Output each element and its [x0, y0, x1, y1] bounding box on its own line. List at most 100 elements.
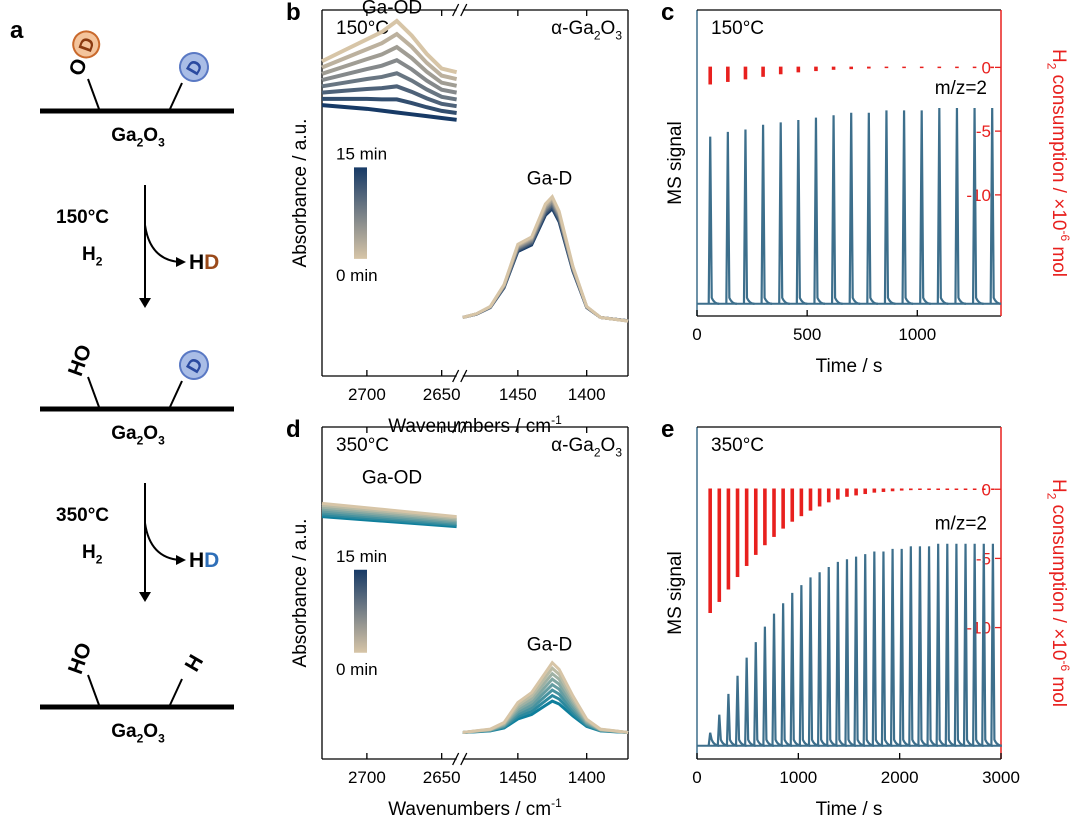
ms-pulse — [725, 131, 737, 305]
right-y-tick-label: -10 — [966, 186, 991, 205]
spectrum-line-ga-od — [321, 71, 457, 102]
h2-consumption-bar — [863, 488, 868, 495]
h2-consumption-bar — [744, 488, 749, 566]
colorbar-bottom-label: 0 min — [336, 660, 378, 679]
left-group: OD — [65, 30, 101, 79]
step-temperature: 350°C — [56, 505, 109, 526]
h2-consumption-bar — [743, 66, 748, 80]
axis-break-mark — [452, 369, 460, 383]
ms-pulse — [848, 112, 861, 305]
x-tick-label: 2650 — [423, 385, 461, 404]
spectrum-line-ga-od — [321, 18, 458, 75]
x-tick-label: 1450 — [499, 385, 537, 404]
left-group: HO — [64, 342, 96, 379]
product-HD: HD — [189, 251, 219, 274]
step-gas-h2: H2 — [82, 542, 103, 566]
h2-consumption-bar — [854, 488, 858, 496]
signal-label-mz2: m/z=2 — [935, 514, 987, 535]
x-tick-label: 1450 — [499, 768, 537, 787]
y-axis-label: Absorbance / a.u. — [290, 519, 311, 668]
x-tick-label: 2700 — [348, 768, 386, 787]
h2-consumption-bar — [945, 488, 950, 490]
x-tick-label: 2700 — [348, 385, 386, 404]
h2-consumption-bar — [772, 488, 776, 537]
x-axis-label: Time / s — [816, 799, 883, 820]
h2-consumption-bar — [831, 66, 836, 70]
x-tick-label: 500 — [793, 325, 821, 344]
h2-consumption-bar — [899, 488, 904, 491]
h2-consumption-bar — [753, 488, 758, 555]
panel-letter-e: e — [661, 416, 674, 443]
atom-O: O — [65, 56, 92, 79]
ms-pulse — [989, 108, 1002, 305]
y-axis-label-right: H2 consumption / ×10-6 mol — [1045, 479, 1072, 707]
right-y-tick-label: -5 — [976, 122, 991, 141]
h2-consumption-bar — [881, 488, 886, 492]
colorbar — [354, 569, 367, 653]
panel-d-ir-spectrum-350C: d 2700 2650 1450 1400 Wavenumbers / cm-1 Absor… — [286, 416, 629, 820]
arrowhead — [139, 592, 151, 602]
panel-b-ir-spectrum-150C: b 2700 2650 1450 1400 Wavenumbers / cm-1 Absor… — [286, 0, 629, 437]
x-tick-label: 1000 — [779, 768, 817, 787]
x-axis-label: Wavenumbers / cm-1 — [388, 796, 562, 820]
axis-break-mark — [460, 420, 468, 434]
bond-right — [169, 380, 183, 408]
h2-consumption-bar — [735, 488, 740, 578]
ms-pulse — [954, 108, 967, 305]
colorbar — [354, 167, 367, 259]
temperature-label: 150°C — [336, 18, 389, 39]
panel-letter-d: d — [286, 416, 301, 443]
arrowhead — [139, 298, 151, 308]
ms-pulse — [883, 110, 896, 305]
x-axis-label: Wavenumbers / cm-1 — [388, 413, 562, 437]
y-axis-label: Absorbance / a.u. — [290, 119, 311, 268]
x-axis-label: Time / s — [816, 356, 883, 377]
signal-label-mz2: m/z=2 — [935, 78, 987, 99]
spectrum-line-ga-od — [321, 103, 457, 122]
spectrum-line-ga-od — [322, 96, 457, 115]
group-HO: HO — [64, 342, 96, 379]
colorbar-top-label: 15 min — [336, 547, 387, 566]
h2-consumption-bar — [761, 66, 765, 77]
spectrum-line-ga-d — [462, 204, 629, 323]
h2-consumption-bar — [972, 488, 977, 490]
h2-consumption-bar — [918, 488, 922, 490]
h2-consumption-bar — [981, 488, 986, 490]
bond-left — [87, 376, 100, 408]
h2-consumption-bar — [781, 488, 785, 529]
axis-break-mark — [460, 369, 468, 383]
spectrum-line-ga-d — [462, 688, 629, 734]
temperature-label: 350°C — [711, 435, 764, 456]
h2-consumption-bar — [849, 66, 854, 70]
branch-arrow — [144, 224, 181, 263]
right-y-tick-label: 0 — [982, 58, 991, 77]
right-y-tick-label: -10 — [966, 619, 991, 638]
h2-consumption-bar — [963, 488, 968, 490]
spectrum-line-ga-od — [321, 57, 458, 95]
h2-consumption-bar — [845, 488, 849, 497]
y-axis-label-left: MS signal — [665, 551, 686, 634]
ms-pulse — [760, 124, 773, 305]
h2-consumption-bar — [902, 66, 906, 69]
surface-label-ga2o3: Ga2O3 — [111, 125, 165, 149]
h2-consumption-bar — [955, 66, 959, 69]
branch-arrowhead — [176, 257, 186, 267]
h2-consumption-bar — [796, 66, 801, 73]
h2-consumption-bar — [872, 488, 877, 493]
x-tick-label: 3000 — [982, 768, 1020, 787]
x-tick-label: 1400 — [568, 768, 606, 787]
x-tick-label: 2650 — [423, 768, 461, 787]
h2-consumption-bar — [991, 488, 995, 490]
ms-pulse — [990, 543, 1002, 747]
right-y-tick-label: 0 — [982, 480, 991, 499]
axis-break-mark — [452, 3, 460, 17]
ms-pulse — [830, 115, 843, 305]
peak-label-ga-od: Ga-OD — [362, 0, 422, 19]
spectrum-line-ga-d — [462, 699, 629, 734]
bond-left — [87, 78, 100, 110]
h2-consumption-bar — [936, 488, 940, 490]
spectrum-line-ga-d — [462, 671, 629, 734]
h2-consumption-bar — [884, 66, 889, 69]
